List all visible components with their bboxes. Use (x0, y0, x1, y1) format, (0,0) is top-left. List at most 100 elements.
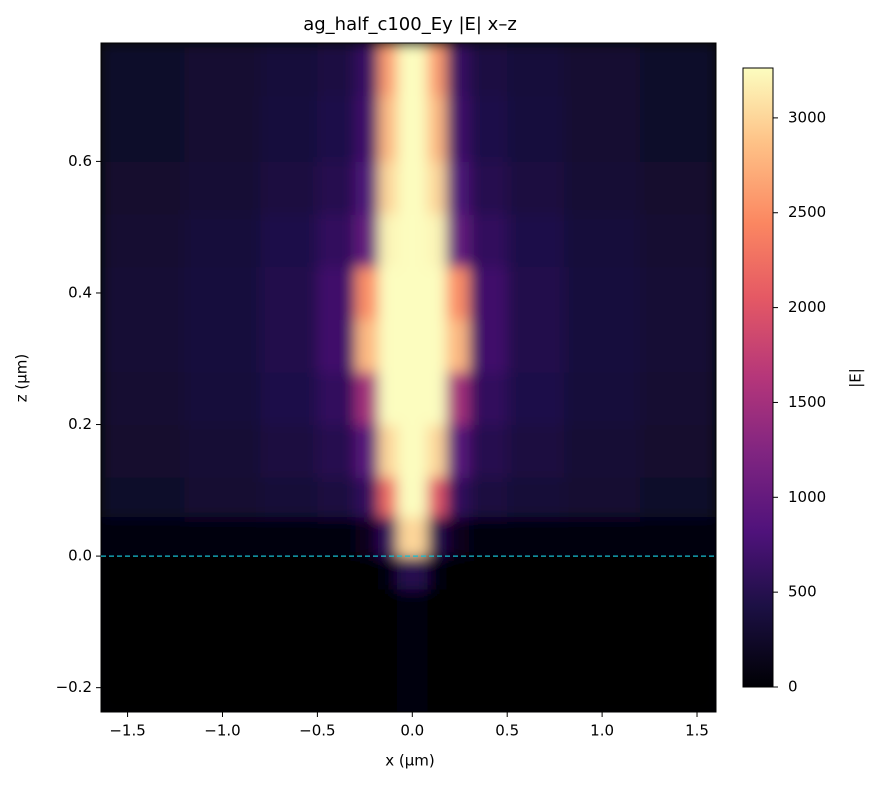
heatmap-cell (260, 214, 318, 268)
heatmap-cell (469, 95, 508, 162)
heatmap-cell (640, 556, 716, 590)
heatmap-cell (378, 43, 398, 97)
x-tick-label: −1.0 (204, 722, 240, 740)
heatmap-cell (640, 161, 716, 215)
heatmap-cell (355, 266, 379, 320)
heatmap-cell (507, 588, 565, 712)
heatmap-cell (260, 588, 318, 712)
heatmap-cell (184, 319, 261, 373)
heatmap-cell (507, 95, 565, 162)
chart-title: ag_half_c100_Ey |E| x–z (303, 14, 517, 35)
x-tick-label: 0.0 (400, 722, 424, 740)
heatmap-cell (446, 266, 470, 320)
heatmap-cells (101, 43, 716, 712)
y-tick-label: 0.6 (68, 152, 92, 170)
heatmap-cell (469, 424, 508, 478)
heatmap-cell (260, 95, 318, 162)
heatmap-cell (260, 424, 318, 478)
heatmap-cell (397, 95, 428, 162)
heatmap-cell (446, 161, 470, 215)
heatmap-cell (640, 43, 716, 97)
heatmap-cell (355, 556, 379, 590)
heatmap-cell (564, 556, 641, 590)
plot-frame (100, 42, 717, 713)
heatmap-cell (427, 319, 447, 373)
heatmap-cell (469, 588, 508, 712)
heatmap-cell (564, 516, 641, 557)
heatmap-cell (397, 516, 428, 557)
heatmap-cell (640, 266, 716, 320)
heatmap-cell (446, 95, 470, 162)
heatmap-cell (640, 424, 716, 478)
heatmap-cell (101, 424, 186, 478)
heatmap-cell (507, 424, 565, 478)
heatmap-cell (355, 424, 379, 478)
heatmap-cell (469, 266, 508, 320)
heatmap-cell (378, 556, 398, 590)
heatmap-cell (427, 588, 447, 712)
heatmap-cell (507, 43, 565, 97)
heatmap-cell (378, 95, 398, 162)
heatmap-cell (101, 95, 186, 162)
heatmap-cell (640, 588, 716, 712)
y-tick-label: −0.2 (56, 678, 92, 696)
heatmap-cell (355, 161, 379, 215)
heatmap-cell (507, 266, 565, 320)
heatmap-cell (427, 95, 447, 162)
heatmap-cell (355, 371, 379, 426)
x-tick-label: −0.5 (299, 722, 335, 740)
heatmap-cell (378, 516, 398, 557)
heatmap-cell (640, 95, 716, 162)
heatmap (101, 43, 716, 712)
heatmap-cell (564, 477, 641, 518)
heatmap-cell (317, 588, 356, 712)
heatmap-cell (564, 161, 641, 215)
heatmap-cell (469, 477, 508, 518)
heatmap-cell (378, 588, 398, 712)
heatmap-cell (355, 477, 379, 518)
heatmap-cell (469, 556, 508, 590)
heatmap-cell (446, 43, 470, 97)
heatmap-cell (446, 214, 470, 268)
heatmap-cell (184, 477, 261, 518)
heatmap-cell (184, 214, 261, 268)
heatmap-cell (260, 371, 318, 426)
heatmap-cell (446, 477, 470, 518)
y-tick-label: 0.2 (68, 415, 92, 433)
heatmap-cell (378, 319, 398, 373)
heatmap-cell (427, 424, 447, 478)
heatmap-cell (355, 214, 379, 268)
heatmap-cell (397, 556, 428, 590)
heatmap-cell (184, 43, 261, 97)
colorbar-tick-label: 500 (788, 583, 817, 601)
heatmap-cell (317, 477, 356, 518)
heatmap-cell (101, 556, 186, 590)
heatmap-cell (101, 161, 186, 215)
y-tick-label: 0.4 (68, 283, 92, 301)
heatmap-cell (397, 266, 428, 320)
heatmap-cell (564, 214, 641, 268)
heatmap-cell (101, 588, 186, 712)
heatmap-cell (469, 43, 508, 97)
heatmap-cell (507, 477, 565, 518)
y-tick-label: 0.0 (68, 547, 92, 565)
heatmap-cell (260, 516, 318, 557)
heatmap-cell (507, 556, 565, 590)
heatmap-cell (378, 161, 398, 215)
heatmap-cell (507, 319, 565, 373)
colorbar-label: |E| (847, 368, 865, 388)
heatmap-cell (184, 371, 261, 426)
heatmap-cell (260, 161, 318, 215)
heatmap-cell (184, 95, 261, 162)
heatmap-cell (260, 477, 318, 518)
heatmap-cell (446, 319, 470, 373)
heatmap-cell (317, 161, 356, 215)
heatmap-cell (317, 319, 356, 373)
heatmap-cell (507, 161, 565, 215)
colorbar-tick-label: 2500 (788, 203, 826, 221)
heatmap-cell (640, 516, 716, 557)
heatmap-cell (427, 161, 447, 215)
heatmap-cell (317, 556, 356, 590)
heatmap-cell (397, 214, 428, 268)
heatmap-cell (469, 371, 508, 426)
